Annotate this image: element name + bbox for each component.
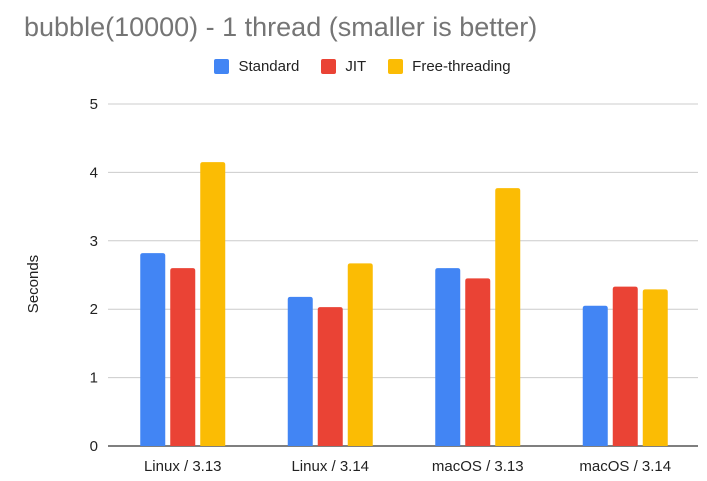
legend-label-free-threading: Free-threading — [412, 58, 511, 75]
y-tick-labels: 0 1 2 3 4 5 — [90, 96, 98, 455]
bar-free-threading-3[interactable] — [495, 188, 521, 446]
legend-label-jit: JIT — [345, 58, 367, 75]
y-tick-label: 1 — [90, 370, 98, 387]
legend-label-standard: Standard — [238, 58, 300, 75]
bar-free-threading-2[interactable] — [347, 263, 373, 446]
bar-standard-2[interactable] — [287, 296, 313, 446]
x-tick-label: Linux / 3.14 — [291, 458, 369, 475]
y-tick-label: 5 — [90, 96, 98, 113]
bar-standard-4[interactable] — [582, 305, 608, 446]
legend-item-standard[interactable]: Standard — [214, 58, 299, 75]
bar-jit-3[interactable] — [465, 278, 491, 446]
y-tick-label: 0 — [90, 438, 98, 455]
bar-free-threading-4[interactable] — [642, 289, 668, 446]
legend-swatch-standard — [214, 59, 230, 74]
legend-item-jit[interactable]: JIT — [321, 58, 366, 75]
y-tick-label: 4 — [90, 164, 98, 181]
x-tick-label: macOS / 3.13 — [432, 458, 524, 475]
bar-jit-1[interactable] — [170, 268, 196, 446]
bar-free-threading-1[interactable] — [200, 162, 226, 446]
chart-title: bubble(10000) - 1 thread (smaller is bet… — [24, 12, 538, 42]
x-tick-label: Linux / 3.13 — [144, 458, 222, 475]
bars — [140, 162, 668, 446]
bar-standard-1[interactable] — [140, 253, 166, 446]
x-tick-label: macOS / 3.14 — [579, 458, 671, 475]
grid-lines — [108, 103, 698, 447]
y-tick-label: 2 — [90, 301, 98, 318]
legend-swatch-free-threading — [388, 59, 404, 74]
legend-item-free-threading[interactable]: Free-threading — [388, 58, 511, 75]
bar-standard-3[interactable] — [435, 268, 461, 446]
bar-jit-4[interactable] — [612, 286, 638, 446]
y-axis-label: Seconds — [25, 255, 42, 313]
x-tick-labels: Linux / 3.13 Linux / 3.14 macOS / 3.13 macO… — [144, 458, 671, 475]
y-tick-label: 3 — [90, 233, 98, 250]
bar-jit-2[interactable] — [317, 307, 343, 446]
legend: Standard JIT Free-threading — [0, 58, 707, 75]
legend-swatch-jit — [321, 59, 337, 74]
